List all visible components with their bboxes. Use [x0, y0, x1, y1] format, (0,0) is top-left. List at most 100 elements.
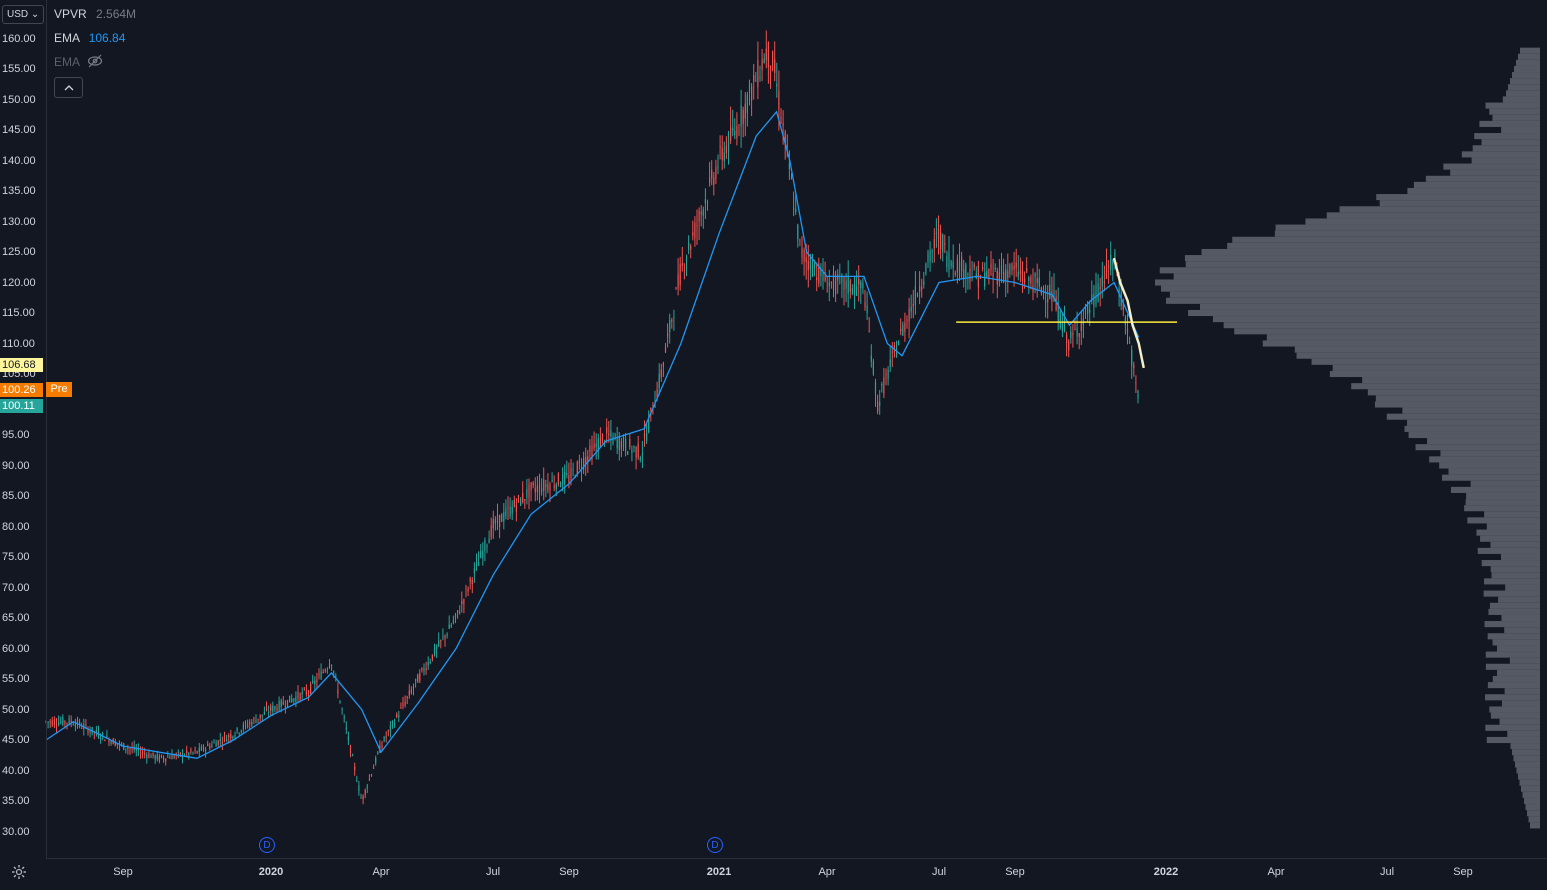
- currency-label: USD: [7, 9, 29, 20]
- price-tick-label: 30.00: [2, 825, 30, 838]
- candle-body: [990, 263, 992, 270]
- candle-body: [125, 748, 127, 750]
- eye-off-icon[interactable]: [87, 54, 103, 68]
- candle-body: [278, 701, 280, 711]
- legend-ema-name: EMA: [54, 31, 80, 45]
- candle-body: [1061, 323, 1063, 332]
- candle-body: [270, 706, 272, 711]
- candle-body: [87, 728, 89, 734]
- price-tick-label: 75.00: [2, 551, 30, 563]
- candle-body: [809, 256, 811, 270]
- candle-body: [893, 345, 895, 351]
- candle-body: [799, 239, 801, 241]
- candle-body: [681, 262, 683, 267]
- gear-icon[interactable]: [11, 864, 27, 880]
- candle-body: [383, 737, 385, 742]
- candle-body: [314, 680, 316, 685]
- price-tick-label: 155.00: [2, 63, 36, 75]
- candle-body: [1028, 277, 1030, 281]
- candle-body: [1005, 269, 1007, 282]
- candle-body: [154, 755, 156, 760]
- candle-body: [856, 286, 858, 297]
- candle-body: [547, 484, 549, 491]
- candle-body: [986, 271, 988, 278]
- candle-body: [324, 670, 326, 672]
- candle-body: [261, 714, 263, 716]
- volume-profile-bar: [1274, 230, 1540, 237]
- candle-body: [60, 721, 62, 723]
- candle-body: [213, 742, 215, 744]
- candle-body: [984, 272, 986, 287]
- candle-body: [188, 752, 190, 756]
- volume-profile-bar: [1508, 84, 1540, 91]
- candle-body: [538, 483, 541, 494]
- candle-body: [295, 696, 297, 702]
- volume-profile-bar: [1407, 187, 1540, 195]
- price-tick-label: 90.00: [2, 459, 30, 472]
- volume-profile-bar: [1500, 553, 1540, 561]
- candle-body: [1007, 270, 1009, 279]
- price-axis[interactable]: 160.00 155.00 150.00 145.00 140.00 135.00 130.…: [0, 0, 47, 858]
- candle-body: [858, 278, 860, 285]
- dividend-marker[interactable]: D: [259, 837, 275, 853]
- volume-profile-bar: [1509, 657, 1540, 664]
- volume-profile-bar: [1489, 108, 1540, 115]
- candle-body: [887, 369, 889, 379]
- candle-body: [396, 714, 398, 717]
- candle-body: [360, 797, 362, 799]
- candle-body: [759, 76, 761, 79]
- candle-body: [988, 268, 990, 280]
- volume-profile-bar: [1154, 279, 1540, 286]
- legend-ema[interactable]: EMA 106.84: [54, 30, 125, 46]
- candle-body: [610, 430, 612, 437]
- candle-body: [461, 600, 463, 604]
- legend-collapse-button[interactable]: [54, 77, 83, 98]
- candle-body: [509, 506, 511, 517]
- candle-body: [591, 446, 593, 460]
- candle-body: [190, 749, 192, 753]
- volume-profile-bar: [1497, 669, 1540, 676]
- candle-body: [129, 748, 131, 750]
- candle-body: [263, 711, 265, 715]
- candle-body: [1003, 271, 1005, 281]
- candle-body: [171, 754, 173, 760]
- candle-body: [64, 721, 66, 724]
- candle-body: [772, 51, 774, 70]
- candle-body: [433, 647, 436, 655]
- candle-body: [427, 662, 429, 666]
- volume-profile-bar: [1161, 285, 1540, 292]
- candle-body: [1024, 278, 1026, 283]
- candle-body: [910, 306, 912, 312]
- dividend-marker[interactable]: D: [707, 837, 723, 853]
- candle-body: [963, 269, 965, 280]
- candle-body: [362, 795, 364, 800]
- candle-body: [257, 718, 259, 720]
- candle-body: [725, 146, 727, 154]
- candle-body: [786, 145, 788, 147]
- candle-body: [919, 285, 921, 292]
- price-tick-label: 125.00: [2, 246, 36, 258]
- candle-body: [967, 273, 969, 275]
- candle-body: [196, 751, 198, 754]
- candle-body: [480, 551, 482, 558]
- candle-body: [843, 277, 845, 290]
- candle-body: [1013, 265, 1015, 270]
- candle-body: [652, 413, 654, 415]
- legend-vpvr[interactable]: VPVR 2.564M: [54, 6, 136, 22]
- candle-body: [576, 461, 578, 475]
- candle-body: [942, 234, 944, 253]
- candle-body: [656, 389, 658, 398]
- candle-body: [566, 473, 568, 476]
- volume-profile-bar: [1496, 645, 1540, 652]
- volume-profile-bar: [1519, 779, 1540, 786]
- candle-body: [429, 661, 431, 663]
- volume-profile-bar: [1173, 273, 1540, 280]
- candle-body: [696, 225, 698, 227]
- candle-body: [104, 739, 106, 742]
- currency-selector[interactable]: USD ⌄: [2, 5, 45, 24]
- legend-ema-hidden[interactable]: EMA: [54, 54, 103, 70]
- candle-body: [734, 131, 736, 136]
- time-axis[interactable]: Sep 2020 Apr Jul Sep 2021 Apr Jul Sep 2022 Apr Jul S…: [46, 858, 1547, 890]
